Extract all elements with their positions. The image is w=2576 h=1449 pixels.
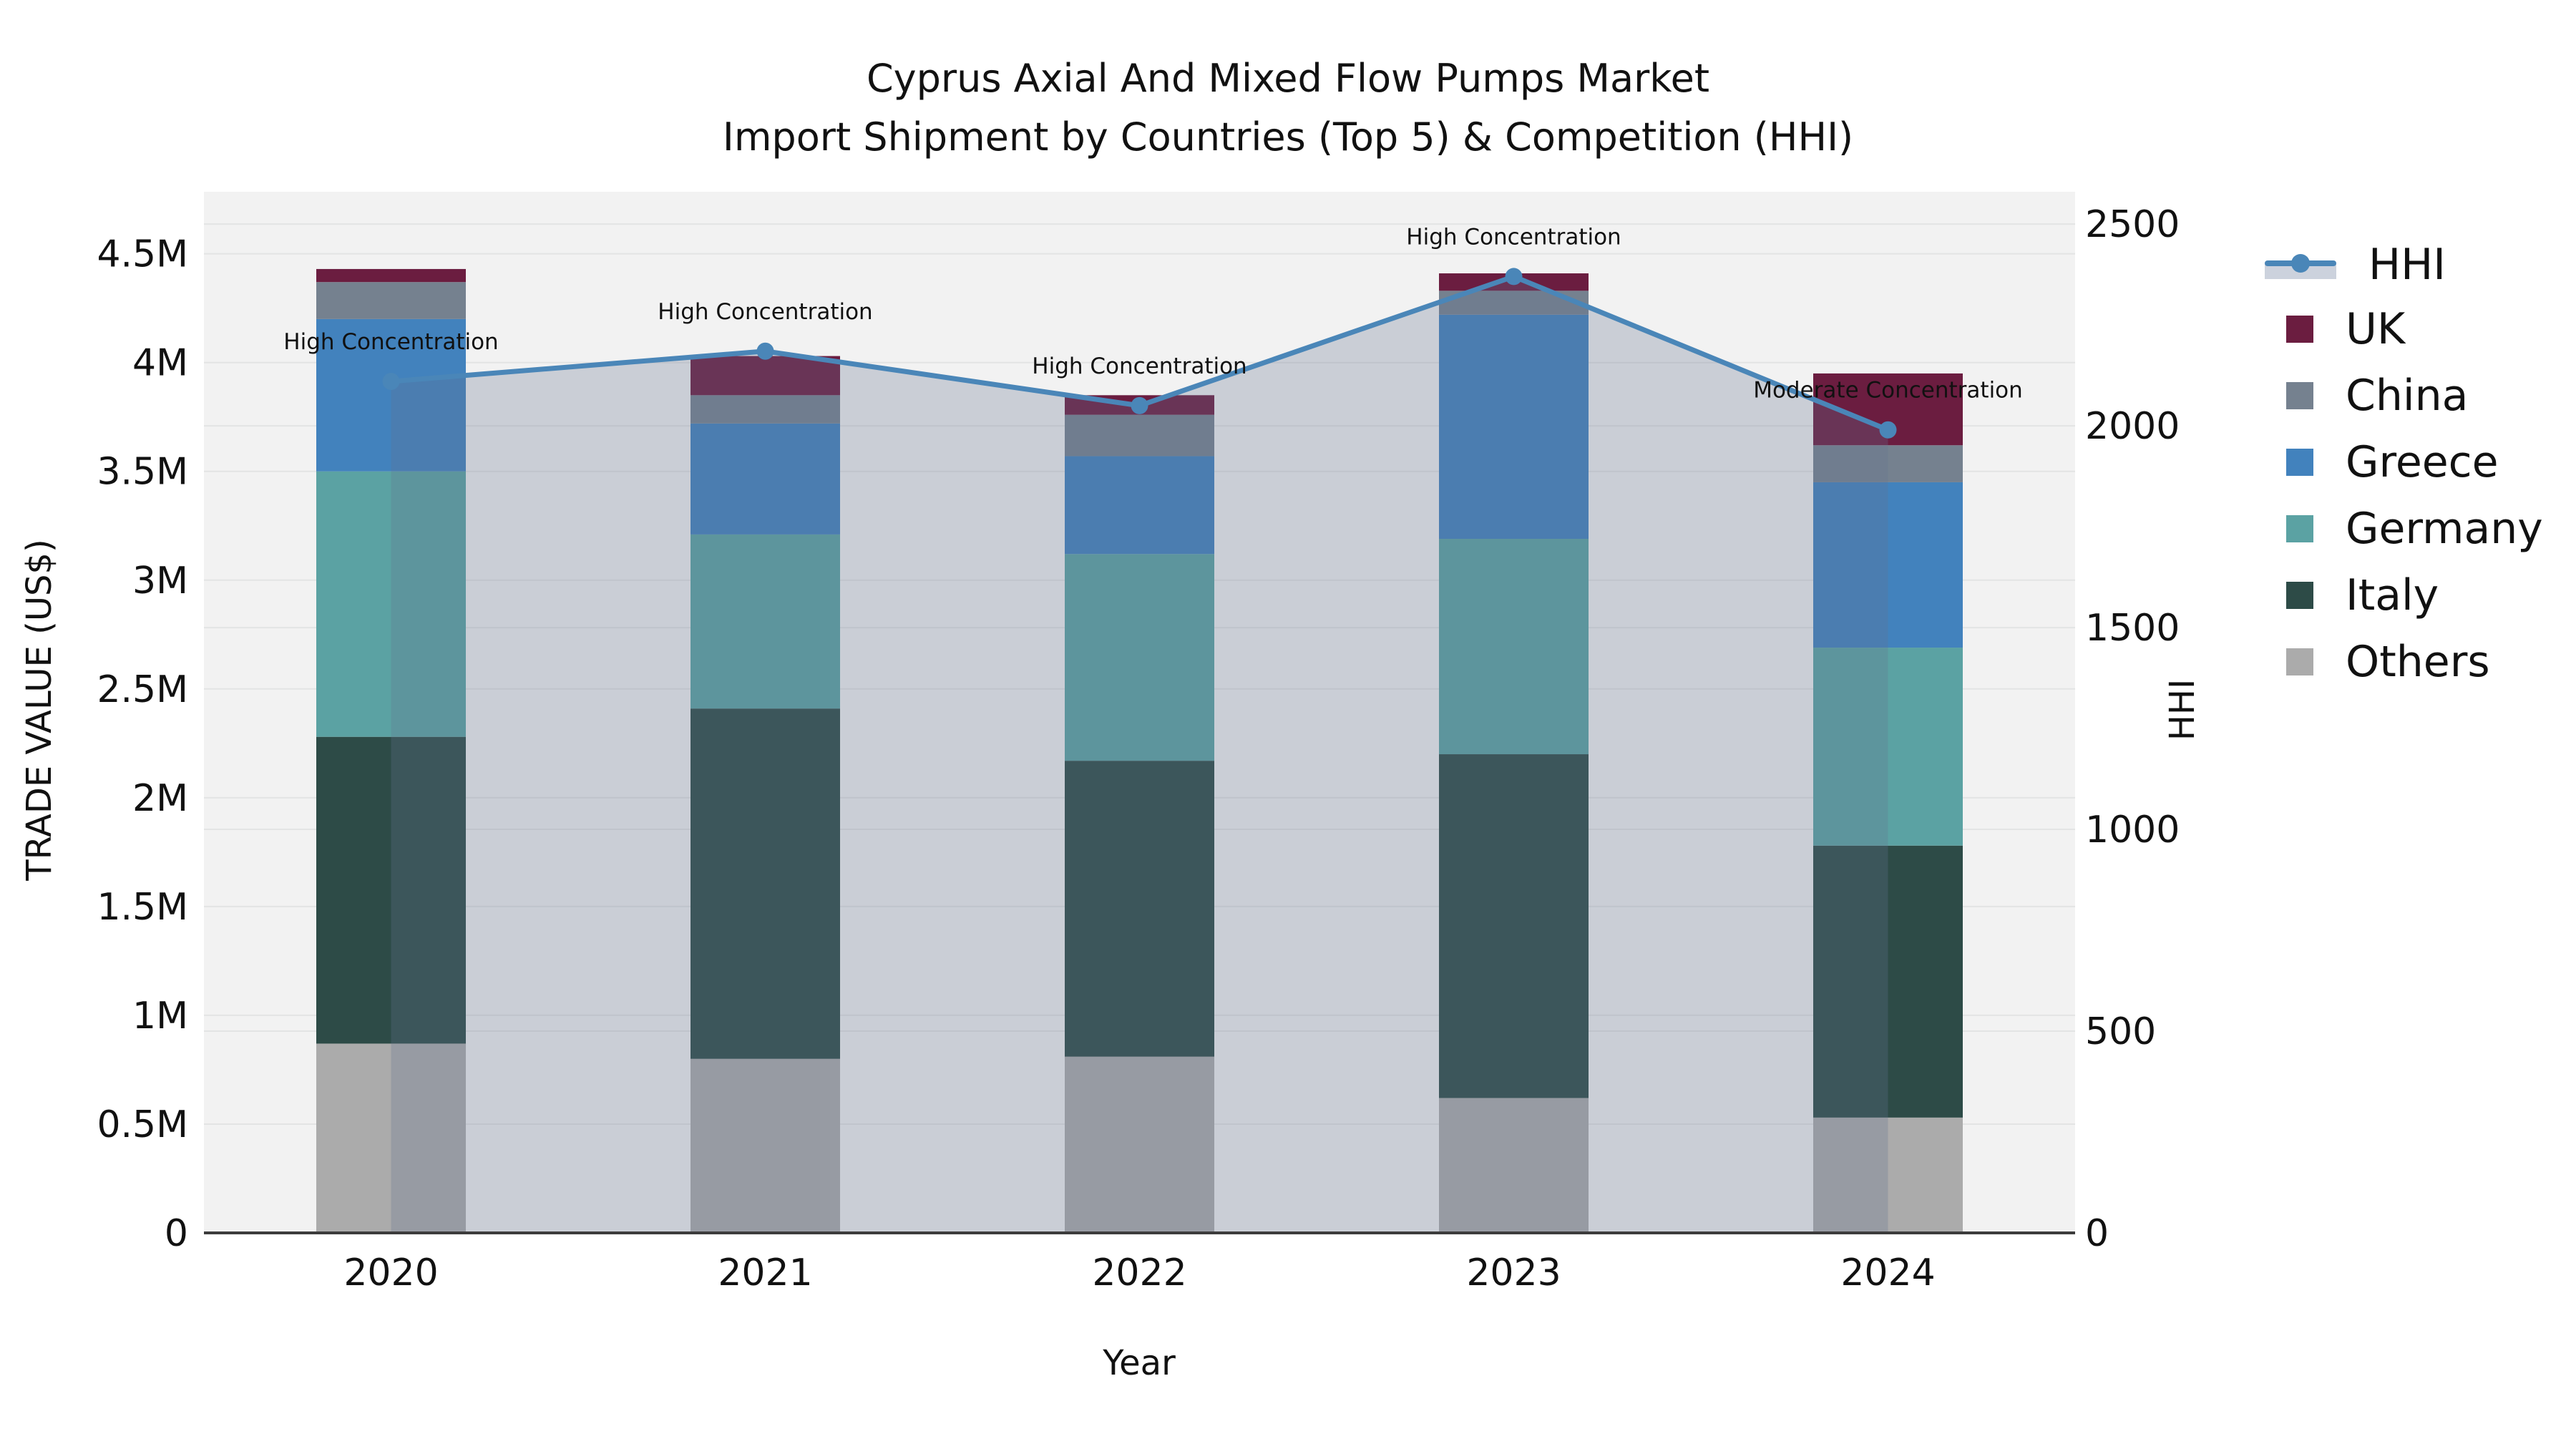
y-axis-tick-label: 3.5M — [97, 451, 188, 494]
bar-segment-greece-2022 — [1065, 456, 1214, 555]
y-axis-tick-label: 4M — [132, 342, 188, 385]
legend-swatch-germany — [2286, 515, 2313, 542]
y-axis-tick-label: 1.5M — [97, 886, 188, 929]
bar-segment-italy-2021 — [691, 708, 840, 1059]
bar-segment-others-2021 — [691, 1058, 840, 1233]
hhi-marker-2024 — [1879, 421, 1897, 439]
annotation-2022: High Concentration — [1032, 353, 1246, 379]
y2-axis-tick-label: 1500 — [2085, 607, 2180, 650]
annotation-2020: High Concentration — [283, 329, 498, 355]
y2-axis-tick-label: 2500 — [2085, 203, 2180, 246]
bar-segment-germany-2021 — [691, 534, 840, 709]
bar-segment-germany-2020 — [316, 471, 466, 737]
y-axis-tick-label: 3M — [132, 560, 188, 602]
bar-segment-uk-2021 — [691, 356, 840, 396]
x-axis-title: Year — [1103, 1343, 1176, 1383]
legend-label-greece: Greece — [2346, 437, 2499, 487]
y2-axis-tick-label: 2000 — [2085, 405, 2180, 448]
bar-segment-italy-2024 — [1813, 845, 1963, 1118]
bar-segment-greece-2020 — [316, 318, 466, 472]
x-axis-tick-label: 2023 — [1466, 1252, 1561, 1294]
legend-item-hhi: HHI — [2265, 240, 2446, 290]
x-axis-tick-label: 2020 — [343, 1252, 438, 1294]
bar-segment-italy-2022 — [1065, 761, 1214, 1057]
hhi-area-fill — [391, 276, 1888, 1234]
legend-swatch-greece — [2286, 449, 2313, 476]
bar-segment-italy-2023 — [1439, 754, 1589, 1098]
bar-segment-others-2024 — [1813, 1117, 1963, 1233]
chart-title-line2: Import Shipment by Countries (Top 5) & C… — [722, 114, 1854, 160]
legend-label-uk: UK — [2346, 304, 2406, 354]
x-axis-tick-label: 2022 — [1092, 1252, 1186, 1294]
legend-label-germany: Germany — [2346, 504, 2543, 554]
bar-segment-germany-2023 — [1439, 539, 1589, 755]
y-axis-title: TRADE VALUE (US$) — [19, 539, 59, 881]
legend-item-others: Others — [2265, 637, 2490, 687]
legend-swatch-china — [2286, 382, 2313, 409]
bar-segment-germany-2024 — [1813, 648, 1963, 846]
chart-title-line1: Cyprus Axial And Mixed Flow Pumps Market — [866, 56, 1710, 101]
annotation-2024: Moderate Concentration — [1753, 378, 2023, 404]
bar-segment-others-2022 — [1065, 1056, 1214, 1233]
annotation-2023: High Concentration — [1406, 224, 1621, 250]
y2-axis-tick-label: 0 — [2085, 1212, 2109, 1255]
legend-swatch-italy — [2286, 582, 2313, 609]
bar-segment-italy-2020 — [316, 736, 466, 1044]
legend-swatch-uk — [2286, 316, 2313, 343]
annotation-2021: High Concentration — [658, 299, 872, 325]
hhi-marker-2020 — [382, 373, 400, 391]
y-axis-tick-label: 2M — [132, 777, 188, 820]
hhi-dot — [2291, 254, 2310, 273]
hhi-marker-2022 — [1131, 396, 1148, 414]
y2-axis-tick-label: 500 — [2085, 1010, 2156, 1053]
bar-segment-others-2020 — [316, 1043, 466, 1233]
y-axis-tick-label: 0.5M — [97, 1103, 188, 1146]
legend-label-china: China — [2346, 371, 2469, 421]
y-axis-tick-label: 4.5M — [97, 233, 188, 276]
legend-label-others: Others — [2346, 637, 2490, 687]
legend-label-hhi: HHI — [2368, 240, 2446, 290]
hhi-marker-2023 — [1505, 268, 1523, 286]
legend-item-uk: UK — [2265, 304, 2405, 354]
legend-hhi-line-icon — [2265, 249, 2336, 280]
legend-label-italy: Italy — [2346, 570, 2439, 620]
legend-swatch-others — [2286, 648, 2313, 675]
hhi-marker-2021 — [756, 342, 774, 360]
bar-segment-china-2021 — [691, 395, 840, 424]
y-axis-tick-label: 1M — [132, 995, 188, 1038]
legend-item-germany: Germany — [2265, 504, 2543, 554]
bar-segment-germany-2022 — [1065, 554, 1214, 761]
bar-segment-china-2022 — [1065, 414, 1214, 457]
bar-segment-greece-2021 — [691, 423, 840, 535]
y-axis-tick-label: 0 — [165, 1212, 188, 1255]
legend-item-greece: Greece — [2265, 437, 2499, 487]
bar-segment-china-2020 — [316, 282, 466, 319]
bar-segment-uk-2020 — [316, 268, 466, 283]
bar-segment-others-2023 — [1439, 1098, 1589, 1233]
x-axis-tick-label: 2024 — [1840, 1252, 1935, 1294]
legend-item-italy: Italy — [2265, 570, 2439, 620]
bar-segment-greece-2024 — [1813, 482, 1963, 648]
y2-axis-title: HHI — [2162, 678, 2202, 741]
x-axis-tick-label: 2021 — [718, 1252, 812, 1294]
y2-axis-tick-label: 1000 — [2085, 809, 2180, 852]
legend-item-china: China — [2265, 371, 2468, 421]
bar-segment-china-2024 — [1813, 445, 1963, 482]
bar-segment-greece-2023 — [1439, 314, 1589, 539]
y-axis-tick-label: 2.5M — [97, 668, 188, 711]
